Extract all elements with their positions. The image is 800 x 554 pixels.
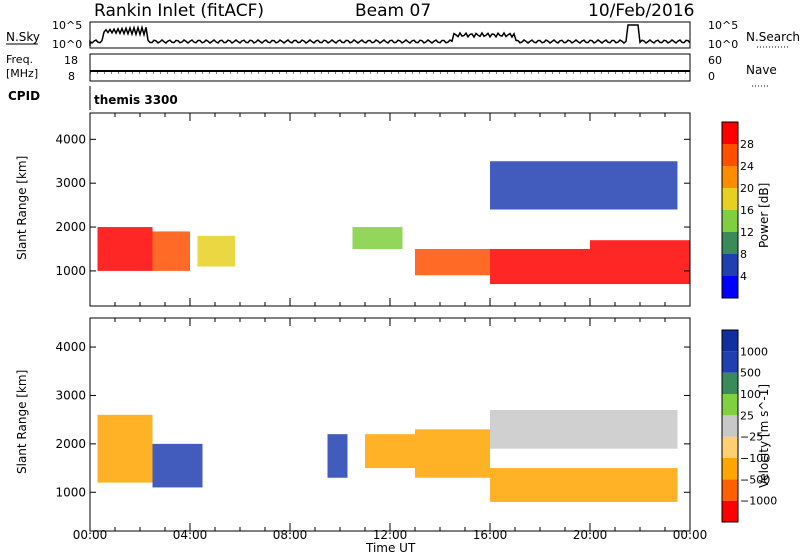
time-axis-ticks: 00:00 04:00 08:00 12:00 16:00 20:00 00:00 (73, 528, 708, 542)
nsky-panel (89, 21, 691, 49)
power-colorbar-tick: 24 (740, 160, 754, 173)
power-colorbar-tick: 20 (740, 182, 754, 195)
power-colorbar-swatch (722, 122, 738, 144)
velocity-region (415, 429, 490, 478)
velocity-colorbar-tick: −500 (740, 473, 770, 486)
cpid-label: CPID (8, 89, 40, 103)
x-tick-label: 12:00 (373, 528, 408, 542)
nsearch-tick-bottom: 10^0 (708, 38, 738, 51)
velocity-region (327, 434, 348, 478)
time-axis-label: Time UT (365, 541, 416, 554)
velocity-colorbar-tick: −1000 (740, 495, 777, 508)
power-region (197, 235, 235, 267)
power-colorbar-tick: 16 (740, 204, 754, 217)
power-colorbar-swatch (722, 210, 738, 232)
power-region (152, 231, 190, 271)
x-tick-label: 04:00 (173, 528, 208, 542)
power-colorbar-swatch (722, 188, 738, 210)
cpid-value: themis 3300 (94, 93, 178, 107)
velocity-colorbar-swatch (722, 500, 738, 522)
power-colorbar-tick: 4 (740, 270, 747, 283)
power-region (490, 161, 678, 210)
velocity-colorbar-tick: 1000 (740, 345, 768, 358)
velocity-heatmap (97, 409, 678, 502)
y-tick-label: 2000 (55, 437, 86, 451)
velocity-colorbar-swatch (722, 351, 738, 373)
velocity-colorbar-swatch (722, 458, 738, 480)
nsky-label: N.Sky (6, 30, 40, 44)
power-region (352, 227, 403, 249)
x-tick-label: 08:00 (273, 528, 308, 542)
y-tick-label: 1000 (55, 485, 86, 499)
power-heatmap (97, 161, 690, 285)
velocity-colorbar-swatch (722, 436, 738, 458)
y-tick-label: 4000 (55, 132, 86, 146)
power-region (590, 240, 690, 285)
power-region (415, 248, 490, 276)
velocity-colorbar-swatch (722, 394, 738, 416)
power-colorbar-frame (721, 121, 739, 299)
velocity-colorbar-frame (721, 329, 739, 523)
nave-tick-bottom: 0 (708, 70, 715, 83)
velocity-ylabel: Slant Range [km] (15, 370, 29, 474)
y-tick-label: 2000 (55, 220, 86, 234)
nsearch-label: N.Search (746, 30, 800, 44)
power-colorbar: 4 8 12 16 20 24 28 (721, 121, 754, 299)
nave-tick-top: 60 (708, 54, 722, 67)
power-region (97, 227, 153, 271)
nave-label: Nave (746, 63, 777, 77)
velocity-colorbar-tick: −25 (740, 431, 763, 444)
power-colorbar-tick: 8 (740, 248, 747, 261)
nsky-tick-top: 10^5 (52, 19, 82, 32)
x-tick-label: 00:00 (73, 528, 108, 542)
power-colorbar-swatch (722, 166, 738, 188)
beam-title: Beam 07 (355, 1, 431, 21)
velocity-region (97, 414, 153, 483)
power-ylabel: Slant Range [km] (15, 156, 29, 260)
velocity-region (490, 409, 678, 449)
power-colorbar-swatch (722, 276, 738, 298)
nsky-tick-bottom: 10^0 (52, 38, 82, 51)
velocity-colorbar: 1000 500 100 25 −25 −100 −500 −1000 (721, 329, 777, 523)
power-colorbar-tick: 28 (740, 138, 754, 151)
date-title: 10/Feb/2016 (588, 1, 694, 21)
freq-tick-bottom: 8 (68, 70, 75, 83)
power-colorbar-swatch (722, 144, 738, 166)
velocity-colorbar-tick: 500 (740, 367, 761, 380)
velocity-axes: 1000 2000 3000 4000 (55, 318, 691, 531)
y-tick-label: 3000 (55, 176, 86, 190)
velocity-colorbar-swatch (722, 330, 738, 352)
velocity-region (365, 434, 415, 469)
y-tick-label: 1000 (55, 264, 86, 278)
velocity-colorbar-tick: 100 (740, 388, 761, 401)
velocity-region (152, 443, 203, 488)
velocity-region (490, 468, 678, 502)
freq-unit: [MHz] (6, 67, 38, 80)
y-tick-label: 4000 (55, 340, 86, 354)
power-colorbar-swatch (722, 232, 738, 254)
power-colorbar-tick: 12 (740, 226, 754, 239)
x-tick-label: 20:00 (573, 528, 608, 542)
freq-tick-top: 18 (64, 54, 78, 67)
x-tick-label: 16:00 (473, 528, 508, 542)
velocity-colorbar-label: Velocity [m s^-1] (757, 384, 771, 488)
velocity-colorbar-tick: −100 (740, 452, 770, 465)
power-colorbar-swatch (722, 254, 738, 276)
x-tick-label: 00:00 (673, 528, 708, 542)
velocity-colorbar-swatch (722, 372, 738, 394)
nsearch-tick-top: 10^5 (708, 19, 738, 32)
freq-panel (89, 53, 691, 82)
freq-label: Freq. (6, 53, 33, 66)
nsky-line (89, 24, 691, 46)
velocity-colorbar-tick: 25 (740, 409, 754, 422)
station-title: Rankin Inlet (fitACF) (94, 1, 264, 21)
y-tick-label: 3000 (55, 388, 86, 402)
velocity-colorbar-swatch (722, 415, 738, 437)
velocity-colorbar-swatch (722, 479, 738, 501)
power-axes: 1000 2000 3000 4000 (55, 113, 691, 306)
nsky-trace (89, 24, 691, 46)
power-colorbar-label: Power [dB] (757, 183, 771, 248)
power-region (490, 248, 590, 285)
